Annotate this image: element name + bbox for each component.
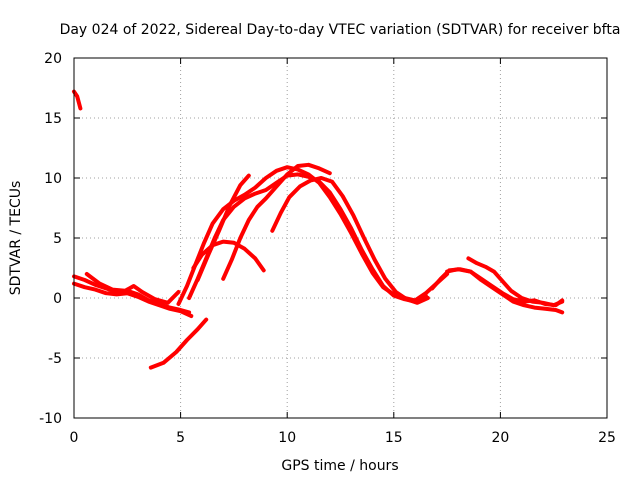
series-arc-i xyxy=(191,239,266,273)
series-arc-e xyxy=(148,317,209,370)
series-arc-m xyxy=(445,267,565,315)
x-tick-label: 0 xyxy=(70,430,79,446)
y-tick-label: 20 xyxy=(44,51,62,67)
y-tick-label: 0 xyxy=(53,291,62,307)
y-axis-label: SDTVAR / TECUs xyxy=(8,181,24,296)
series-arc-n xyxy=(466,256,565,308)
x-tick-label: 15 xyxy=(385,430,403,446)
y-tick-label: 10 xyxy=(44,171,62,187)
series-arc-c xyxy=(72,281,194,318)
plot-frame xyxy=(73,57,608,419)
y-tick-label: -5 xyxy=(48,351,62,367)
x-tick-label: 5 xyxy=(176,430,185,446)
series-arc-k xyxy=(270,176,430,305)
y-tick-label: 15 xyxy=(44,111,62,127)
series-arc-a xyxy=(72,89,83,111)
series-arc-j xyxy=(221,162,332,281)
series-arc-h xyxy=(195,173,251,282)
chart-title: Day 024 of 2022, Sidereal Day-to-day VTE… xyxy=(60,22,621,38)
x-tick-label: 20 xyxy=(491,430,509,446)
y-tick-label: -10 xyxy=(39,411,62,427)
x-tick-label: 10 xyxy=(278,430,296,446)
x-axis-label: GPS time / hours xyxy=(281,458,398,474)
series-arc-d xyxy=(84,272,181,305)
x-tick-label: 25 xyxy=(598,430,616,446)
y-tick-label: 5 xyxy=(53,231,62,247)
